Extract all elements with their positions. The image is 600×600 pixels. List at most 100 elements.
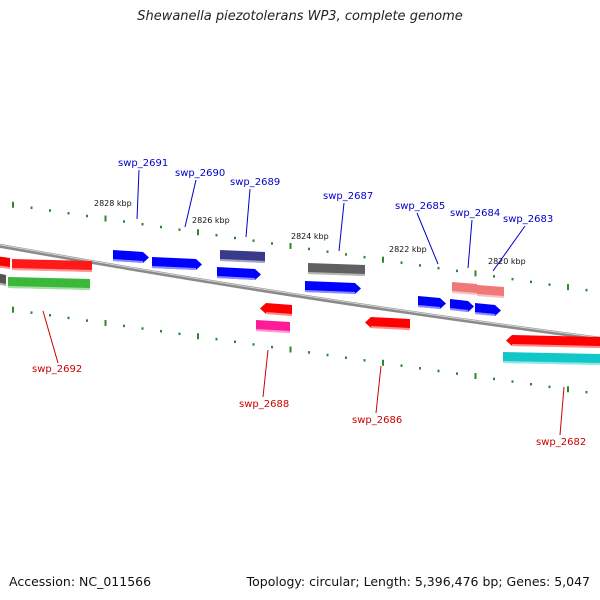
gene-feature	[476, 285, 505, 298]
upper-scale-tick	[289, 242, 292, 249]
lower-leader-line	[375, 365, 382, 414]
scale-label: 2820 kbp	[488, 257, 526, 266]
upper-scale-tick	[160, 225, 162, 229]
upper-scale-tick	[49, 209, 51, 212]
gene-feature	[0, 273, 7, 286]
lower-scale-tick	[511, 380, 514, 383]
gene-feature	[451, 282, 478, 295]
gene-label-swp_2682: swp_2682	[536, 437, 586, 448]
lower-scale-tick	[141, 327, 144, 330]
upper-scale-tick	[548, 283, 551, 286]
upper-leader-line	[184, 179, 197, 228]
upper-scale-tick	[567, 284, 569, 291]
upper-leader-line	[467, 219, 473, 269]
gene-feature	[365, 317, 411, 330]
upper-scale-tick	[308, 247, 310, 251]
upper-scale-tick	[400, 261, 403, 264]
label-leaders	[42, 169, 565, 436]
gene-feature	[255, 320, 291, 333]
gene-features	[0, 250, 600, 365]
gene-feature	[474, 303, 501, 316]
upper-leader-line	[245, 188, 251, 238]
gene-feature	[216, 267, 261, 280]
gene-label-swp_2691: swp_2691	[118, 158, 168, 169]
gene-label-swp_2688: swp_2688	[239, 399, 289, 410]
lower-scale-tick	[585, 390, 588, 394]
upper-scale-tick	[104, 215, 107, 222]
gene-feature	[502, 352, 600, 365]
upper-scale-tick	[197, 229, 199, 236]
gene-feature	[151, 257, 202, 270]
page-title: Shewanella piezotolerans WP3, complete g…	[137, 9, 463, 24]
scale-ticks	[12, 201, 588, 394]
lower-scale-tick	[345, 356, 347, 359]
gene-label-swp_2692: swp_2692	[32, 364, 82, 375]
gene-feature	[219, 250, 266, 263]
gene-feature	[417, 296, 446, 309]
upper-scale-tick	[474, 270, 477, 277]
gene-label-swp_2689: swp_2689	[230, 177, 280, 188]
lower-scale-tick	[160, 329, 162, 333]
upper-scale-tick	[530, 280, 532, 284]
upper-scale-tick	[67, 212, 70, 215]
upper-scale-tick	[363, 255, 366, 259]
gene-label-swp_2690: swp_2690	[175, 168, 225, 179]
upper-scale-tick	[419, 264, 421, 267]
upper-scale-tick	[326, 250, 329, 253]
gene-labels: swp_2691 swp_2690 swp_2689 swp_2687 swp_2685…	[32, 158, 586, 448]
lower-scale-tick	[30, 311, 33, 314]
accession-text: Accession: NC_011566	[9, 574, 152, 589]
lower-scale-tick	[104, 319, 107, 326]
lower-scale-tick	[493, 377, 495, 381]
lower-leader-line	[42, 310, 59, 364]
lower-scale-tick	[474, 373, 477, 380]
gene-feature	[304, 281, 361, 294]
upper-scale-tick	[30, 206, 33, 210]
upper-scale-tick	[178, 228, 181, 231]
lower-scale-tick	[326, 353, 329, 357]
upper-scale-tick	[511, 277, 514, 281]
lower-scale-tick	[178, 332, 181, 336]
backbone	[0, 243, 600, 341]
gene-label-swp_2683: swp_2683	[503, 214, 553, 225]
lower-scale-tick	[215, 337, 218, 341]
lower-scale-tick	[548, 385, 551, 389]
upper-scale-tick	[123, 220, 125, 223]
gene-feature	[506, 335, 600, 348]
gene-label-swp_2684: swp_2684	[450, 208, 500, 219]
lower-leader-line	[262, 349, 269, 398]
gene-label-swp_2685: swp_2685	[395, 201, 445, 212]
gene-feature	[112, 250, 149, 263]
upper-scale-tick	[215, 233, 218, 237]
gene-feature	[0, 256, 11, 269]
upper-scale-tick	[345, 253, 347, 256]
lower-scale-tick	[289, 346, 292, 353]
gene-feature	[449, 299, 474, 312]
upper-leader-line	[492, 225, 526, 272]
lower-scale-tick	[530, 382, 532, 386]
scale-label: 2826 kbp	[192, 216, 230, 225]
lower-leader-line	[559, 386, 565, 436]
gene-feature	[7, 277, 91, 290]
upper-scale-tick	[141, 222, 144, 226]
lower-scale-tick	[67, 316, 70, 320]
lower-scale-tick	[86, 319, 88, 322]
genome-summary-text: Topology: circular; Length: 5,396,476 bp…	[246, 574, 590, 589]
gene-label-swp_2687: swp_2687	[323, 191, 373, 202]
lower-scale-tick	[456, 372, 458, 375]
lower-scale-tick	[12, 306, 14, 313]
upper-scale-tick	[234, 236, 236, 240]
lower-scale-tick	[400, 364, 403, 367]
lower-scale-tick	[308, 351, 310, 354]
scale-label: 2828 kbp	[94, 199, 132, 208]
lower-scale-tick	[382, 359, 384, 366]
upper-leader-line	[338, 202, 345, 252]
gene-label-swp_2686: swp_2686	[352, 415, 402, 426]
lower-scale-tick	[234, 340, 236, 344]
lower-scale-tick	[252, 343, 255, 346]
upper-scale-tick	[271, 242, 273, 245]
upper-scale-tick	[456, 269, 458, 273]
lower-scale-tick	[419, 367, 421, 370]
